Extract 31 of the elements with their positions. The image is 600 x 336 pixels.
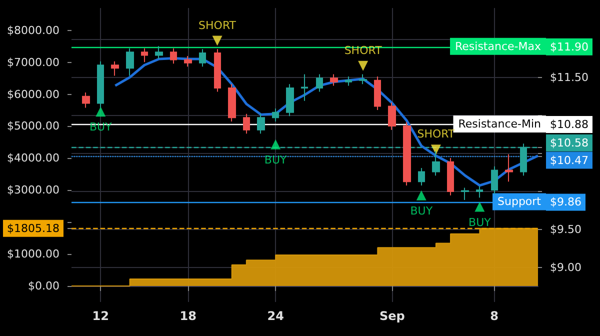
data-label: SHORT <box>198 18 236 32</box>
data-label: BUY <box>468 216 492 229</box>
y2-tick-label: $9.00 <box>550 261 582 274</box>
x-tick-label: 18 <box>180 309 196 323</box>
x-tick-label: 8 <box>490 309 498 323</box>
y-tick-label: $7000.00 <box>6 56 60 69</box>
y2-tick-label: $10.58 <box>550 136 588 150</box>
x-tick-label: Sep <box>380 309 406 323</box>
ref-line-label: Support <box>498 195 542 208</box>
y2-tick-label: $10.47 <box>550 154 588 167</box>
y-tick-label: $1000.00 <box>6 248 60 261</box>
y-tick-label: $1805.18 <box>6 222 60 235</box>
x-tick-label: 24 <box>267 309 284 323</box>
y2-tick-label: $10.88 <box>550 118 588 132</box>
ref-line-label: Resistance-Min <box>458 118 542 131</box>
y-tick-label: $0.00 <box>28 280 60 293</box>
y2-tick-label: $9.86 <box>550 196 582 209</box>
y2-tick-label: $9.50 <box>550 223 582 236</box>
x-tick-label: 12 <box>92 309 109 323</box>
y-tick-label: $4000.00 <box>6 152 60 165</box>
y2-tick-label: $11.90 <box>550 40 588 54</box>
data-label: BUY <box>410 204 433 218</box>
y2-tick-label: $11.50 <box>550 70 588 84</box>
ref-line-label: Resistance-Max <box>455 40 542 53</box>
y-tick-label: $6000.00 <box>6 88 60 101</box>
data-label: SHORT <box>344 44 382 57</box>
y-tick-label: $3000.00 <box>6 184 60 197</box>
y-tick-label: $8000.00 <box>6 24 60 37</box>
data-label: BUY <box>264 153 288 166</box>
y-tick-label: $5000.00 <box>6 120 60 133</box>
data-label: SHORT <box>417 128 455 141</box>
